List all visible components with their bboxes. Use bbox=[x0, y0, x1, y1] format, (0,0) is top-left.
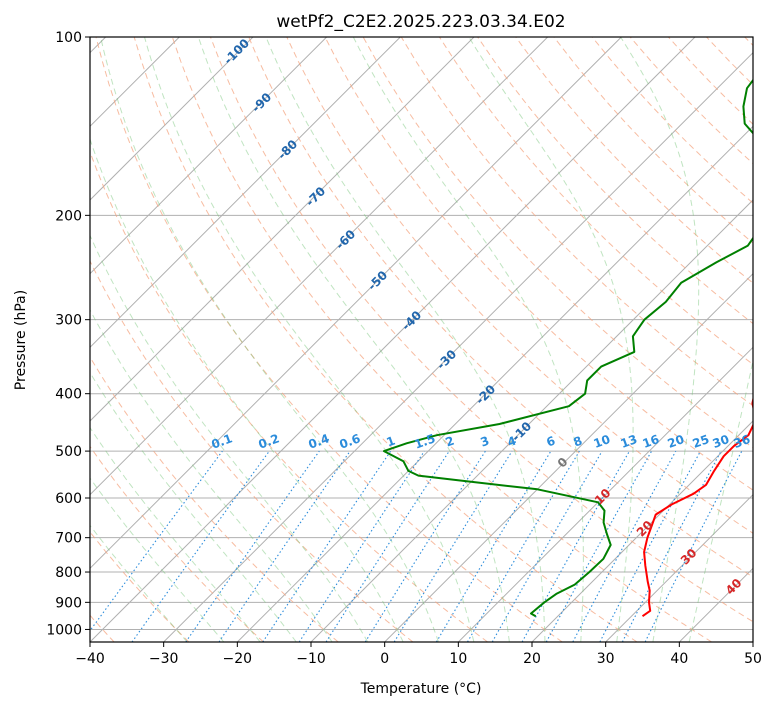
y-tick-label: 500 bbox=[55, 444, 82, 460]
dry-adiabat-line bbox=[286, 37, 753, 534]
dry-adiabat-line bbox=[133, 37, 638, 642]
isotherm-line bbox=[605, 493, 753, 642]
x-tick-label: 40 bbox=[670, 651, 688, 667]
y-tick-label: 800 bbox=[55, 565, 82, 581]
y-tick-label: 1000 bbox=[46, 622, 82, 638]
mixing-ratio-label: 16 bbox=[641, 432, 661, 451]
mixing-ratio-label: 36 bbox=[732, 432, 752, 451]
moist-adiabat-line bbox=[90, 308, 333, 642]
mixing-ratio-label: 13 bbox=[619, 432, 639, 451]
moist-adiabat-line bbox=[688, 358, 753, 642]
mixing-ratio-label: 20 bbox=[666, 432, 686, 451]
isotherm-line bbox=[752, 641, 753, 642]
moist-adiabat-line bbox=[90, 234, 369, 642]
x-tick-label: −30 bbox=[149, 651, 179, 667]
y-tick-label: 100 bbox=[55, 30, 82, 46]
mixing-ratio-label: 10 bbox=[592, 432, 612, 451]
mixing-ratio-label: 25 bbox=[691, 432, 711, 451]
mixing-ratio-line bbox=[218, 450, 351, 642]
mixing-ratio-line bbox=[131, 450, 270, 642]
moist-adiabat-line bbox=[144, 37, 475, 642]
isotherm-line bbox=[90, 37, 549, 496]
y-tick-label: 400 bbox=[55, 387, 82, 403]
dry-adiabat-line bbox=[90, 445, 264, 642]
mixing-ratio-line bbox=[572, 450, 677, 642]
series-lines bbox=[383, 78, 753, 618]
y-tick-label: 700 bbox=[55, 531, 82, 547]
plot-frame bbox=[89, 36, 754, 643]
dry-adiabat-line bbox=[248, 37, 753, 578]
mixing-ratio-line bbox=[644, 450, 743, 642]
mixing-ratio-label: 0.1 bbox=[209, 431, 234, 451]
dewpoint-profile bbox=[383, 78, 753, 618]
isotherm-line bbox=[90, 37, 622, 570]
moist-adiabat-line bbox=[90, 426, 261, 642]
dry-adiabat-line bbox=[515, 37, 753, 284]
dry-adiabat-line bbox=[90, 356, 339, 642]
mixing-ratio-line bbox=[393, 450, 513, 642]
y-axis-title: Pressure (hPa) bbox=[13, 290, 29, 390]
isotherm-line bbox=[236, 125, 753, 642]
y-tick-label: 600 bbox=[55, 491, 82, 507]
x-tick-label: 10 bbox=[449, 651, 467, 667]
y-tick-label: 200 bbox=[55, 208, 82, 224]
y-tick-label: 900 bbox=[55, 595, 82, 611]
isotherm-line bbox=[384, 272, 753, 642]
plot-area bbox=[90, 37, 753, 642]
y-tick-label: 300 bbox=[55, 313, 82, 329]
isotherm-line bbox=[90, 37, 328, 275]
moist-adiabat-line bbox=[90, 371, 297, 642]
moist-adiabat-line bbox=[265, 37, 546, 642]
mixing-ratio-label: 30 bbox=[711, 432, 731, 451]
x-tick-label: −10 bbox=[296, 651, 326, 667]
isotherm-line bbox=[90, 37, 696, 642]
x-tick-label: 20 bbox=[523, 651, 541, 667]
mixing-ratio-line bbox=[325, 450, 450, 642]
mixing-ratio-line bbox=[90, 450, 223, 632]
moist-adiabat-line bbox=[90, 524, 188, 642]
background-lines bbox=[90, 37, 753, 642]
dry-adiabat-line bbox=[171, 37, 712, 642]
moist-adiabat-line bbox=[90, 137, 404, 642]
mixing-ratio-label: 0.2 bbox=[256, 431, 281, 451]
x-tick-label: 30 bbox=[597, 651, 615, 667]
isotherm-line bbox=[90, 37, 254, 201]
mixing-ratio-label: 1.5 bbox=[412, 431, 437, 451]
dry-adiabat-line bbox=[95, 37, 563, 642]
mixing-ratio-line bbox=[262, 450, 392, 642]
isotherm-line bbox=[457, 346, 753, 642]
x-tick-label: −20 bbox=[223, 651, 253, 667]
isotherm-line bbox=[90, 37, 401, 349]
dry-adiabat-line bbox=[324, 37, 753, 491]
isotherm-line bbox=[531, 420, 753, 642]
mixing-ratio-label: 0.6 bbox=[337, 431, 362, 451]
isotherm-line bbox=[163, 51, 753, 642]
moist-adiabat-line bbox=[197, 37, 510, 642]
x-tick-label: 50 bbox=[744, 651, 762, 667]
x-tick-label: −40 bbox=[75, 651, 105, 667]
chart-title: wetPf2_C2E2.2025.223.03.34.E02 bbox=[276, 12, 565, 32]
temperature-profile bbox=[641, 395, 753, 618]
mixing-ratio-line bbox=[545, 450, 653, 642]
x-axis-title: Temperature (°C) bbox=[360, 681, 482, 697]
dry-adiabat-line bbox=[90, 259, 414, 642]
moist-adiabat-line bbox=[90, 477, 225, 642]
axes: −40 −30 −20 −10 0 10 20 30 40 50 100 200 300 400 500 60… bbox=[46, 30, 762, 667]
x-tick-label: 0 bbox=[380, 651, 389, 667]
isotherm-line bbox=[90, 37, 475, 422]
moist-adiabat-line bbox=[352, 37, 584, 642]
mixing-ratio-line bbox=[185, 450, 320, 642]
mixing-ratio-line bbox=[521, 450, 630, 642]
moist-adiabat-line bbox=[620, 37, 700, 642]
mixing-ratio-line bbox=[298, 450, 425, 642]
moist-adiabat-line bbox=[100, 37, 439, 642]
mixing-ratio-label: 0.4 bbox=[306, 431, 331, 451]
dry-adiabat-line bbox=[210, 37, 753, 623]
